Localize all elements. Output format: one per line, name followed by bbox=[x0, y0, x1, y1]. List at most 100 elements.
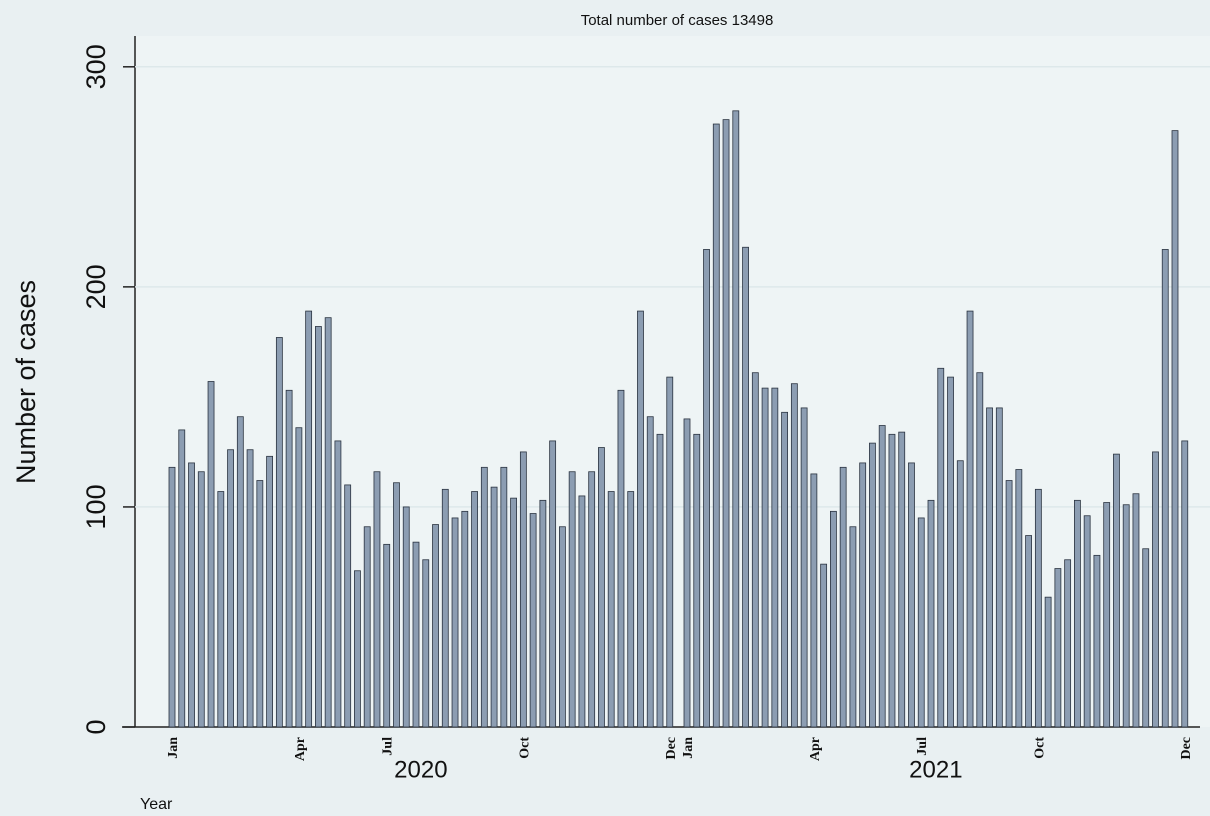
bar bbox=[529, 513, 537, 728]
bar bbox=[178, 429, 186, 728]
bar bbox=[422, 559, 430, 728]
bar bbox=[305, 310, 313, 728]
bar bbox=[927, 499, 935, 728]
bar bbox=[285, 389, 293, 728]
bar bbox=[334, 440, 342, 728]
bar bbox=[830, 510, 837, 728]
bar bbox=[588, 471, 596, 728]
y-axis-label: Number of cases bbox=[11, 280, 41, 484]
x-tick-label: Jan bbox=[681, 737, 696, 759]
bar bbox=[432, 524, 439, 728]
bar bbox=[790, 383, 798, 728]
bar bbox=[383, 543, 391, 728]
bar bbox=[683, 418, 691, 728]
bar bbox=[1142, 548, 1150, 728]
bar bbox=[1054, 568, 1062, 728]
bar bbox=[275, 337, 283, 728]
bar bbox=[539, 499, 547, 728]
bar bbox=[1044, 596, 1052, 728]
bar bbox=[1113, 453, 1120, 728]
bar bbox=[761, 387, 769, 728]
bar bbox=[956, 460, 964, 728]
bar bbox=[188, 462, 195, 728]
x-tick-label: Dec bbox=[1179, 737, 1194, 760]
bar bbox=[1093, 554, 1101, 728]
y-tick-label: 200 bbox=[81, 264, 111, 309]
bar bbox=[849, 526, 857, 728]
x-tick-label: Apr bbox=[293, 737, 308, 761]
bar bbox=[1025, 535, 1032, 728]
bar bbox=[839, 466, 847, 728]
bar bbox=[324, 317, 332, 728]
bar bbox=[1034, 488, 1042, 728]
bar bbox=[373, 471, 381, 728]
bar bbox=[314, 326, 322, 728]
bar bbox=[236, 416, 244, 728]
bar bbox=[703, 249, 710, 728]
bar bbox=[1181, 440, 1189, 728]
bar bbox=[1103, 502, 1111, 728]
bar bbox=[732, 110, 740, 728]
bar bbox=[781, 411, 788, 728]
bar bbox=[559, 526, 566, 728]
bar bbox=[393, 482, 400, 728]
bar bbox=[461, 510, 469, 728]
bar bbox=[771, 387, 779, 728]
bar bbox=[1015, 469, 1023, 728]
x-axis-label: Year bbox=[140, 796, 173, 813]
bar bbox=[869, 442, 876, 728]
bar bbox=[637, 310, 644, 728]
x-tick-label: Dec bbox=[664, 737, 679, 760]
bar bbox=[742, 246, 749, 728]
bar bbox=[227, 449, 234, 728]
x-tick-label: Jul bbox=[381, 737, 396, 756]
bar bbox=[451, 517, 459, 728]
bar bbox=[966, 310, 974, 728]
x-tick-label: Oct bbox=[1032, 737, 1047, 759]
bar bbox=[295, 427, 303, 728]
x-tick-label: Apr bbox=[808, 737, 823, 761]
bar bbox=[246, 449, 254, 728]
bar bbox=[549, 440, 557, 728]
bar bbox=[820, 563, 828, 728]
bar bbox=[1005, 480, 1013, 728]
bar bbox=[207, 381, 215, 728]
bar bbox=[656, 433, 664, 728]
bar bbox=[1171, 130, 1179, 728]
bar bbox=[800, 407, 808, 728]
bar bbox=[256, 480, 264, 728]
bar bbox=[976, 372, 984, 728]
x-tick-label: Jul bbox=[915, 737, 930, 756]
bar bbox=[1064, 559, 1072, 728]
bar bbox=[1083, 515, 1091, 728]
bar bbox=[666, 376, 674, 728]
bar bbox=[986, 407, 993, 728]
bar bbox=[751, 372, 759, 728]
bar bbox=[693, 433, 701, 728]
bar bbox=[712, 123, 720, 728]
bar bbox=[598, 447, 605, 728]
y-tick-label: 100 bbox=[81, 484, 111, 529]
y-tick-label: 300 bbox=[81, 44, 111, 89]
bar bbox=[1161, 249, 1169, 728]
bar bbox=[354, 570, 361, 728]
bar bbox=[646, 416, 654, 728]
bar bbox=[197, 471, 205, 728]
bar bbox=[898, 431, 906, 728]
bar bbox=[995, 407, 1003, 728]
bar bbox=[1132, 493, 1140, 728]
bar bbox=[490, 486, 498, 728]
bar bbox=[217, 491, 225, 728]
bar bbox=[607, 491, 615, 728]
bar bbox=[578, 495, 586, 728]
y-tick-label: 0 bbox=[81, 719, 111, 734]
bar bbox=[908, 462, 915, 728]
bar bbox=[500, 466, 508, 728]
bar bbox=[937, 367, 945, 728]
bar bbox=[859, 462, 867, 728]
bar bbox=[441, 488, 449, 728]
bar bbox=[1122, 504, 1130, 728]
panel-label: 2020 bbox=[394, 756, 447, 783]
